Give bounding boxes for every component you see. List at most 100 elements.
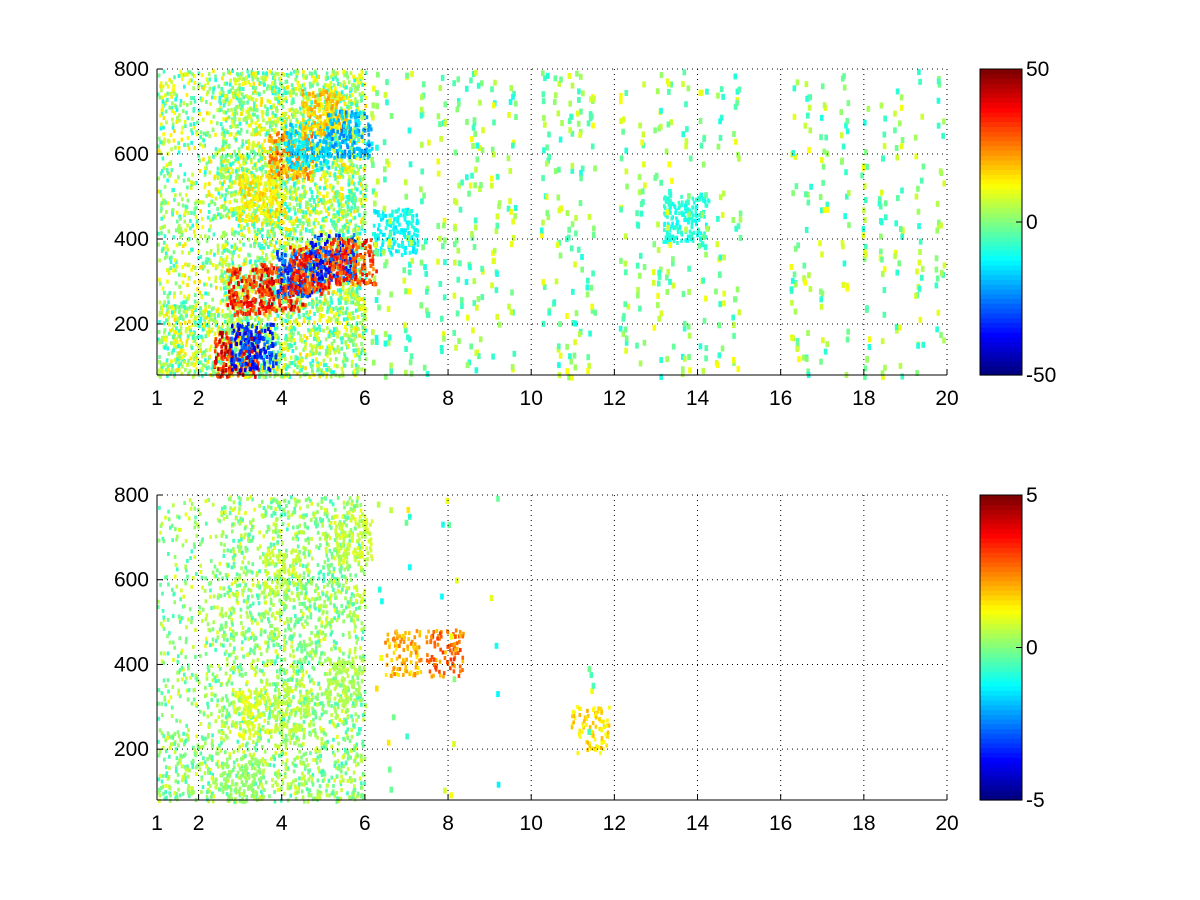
heatmap-cell (326, 306, 330, 311)
heatmap-cell (229, 124, 232, 129)
heatmap-cell (240, 153, 243, 158)
heatmap-cell (298, 221, 302, 226)
heatmap-cell (241, 335, 245, 340)
heatmap-cell (335, 225, 338, 230)
heatmap-cell (257, 367, 261, 372)
heatmap-cell (252, 305, 256, 310)
heatmap-cell (342, 317, 346, 322)
heatmap-cell (231, 213, 234, 218)
heatmap-cell (165, 254, 169, 259)
heatmap-cell (344, 340, 347, 345)
heatmap-cell (361, 131, 364, 136)
heatmap-cell (314, 351, 317, 356)
heatmap-cell (288, 228, 291, 233)
heatmap-cell (324, 180, 327, 185)
heatmap-cell (265, 252, 268, 257)
heatmap-cell (327, 348, 331, 353)
heatmap-cell (295, 216, 299, 221)
heatmap-cell (178, 192, 182, 197)
heatmap-cell (261, 368, 265, 373)
heatmap-cell (168, 256, 172, 261)
heatmap-cell (272, 350, 275, 355)
heatmap-cell (172, 348, 175, 353)
heatmap-cell (180, 72, 183, 77)
heatmap-cell (197, 313, 201, 318)
heatmap-cell (343, 165, 346, 170)
heatmap-cell (273, 127, 277, 132)
heatmap-cell (240, 92, 244, 97)
heatmap-cell (249, 307, 253, 312)
heatmap-cell (161, 95, 164, 100)
heatmap-cell (337, 164, 341, 169)
heatmap-cell (270, 120, 274, 125)
heatmap-cell (203, 321, 207, 326)
heatmap-cell (182, 317, 185, 322)
heatmap-cell (251, 357, 254, 362)
heatmap-cell (207, 320, 211, 325)
heatmap-cell (233, 135, 236, 140)
heatmap-cell (258, 289, 261, 294)
heatmap-cell (348, 197, 351, 202)
heatmap-cell (300, 367, 303, 372)
heatmap-cell (190, 96, 193, 101)
heatmap-cell (226, 153, 230, 158)
heatmap-cell (207, 313, 210, 318)
heatmap-cell (298, 204, 302, 209)
heatmap-cell (166, 279, 169, 284)
heatmap-cell (362, 246, 366, 251)
heatmap-cell (267, 314, 271, 319)
heatmap-cell (302, 306, 305, 311)
heatmap-cell (297, 135, 301, 140)
heatmap-cell (289, 129, 292, 134)
heatmap-cell (175, 219, 179, 224)
heatmap-cell (169, 160, 173, 165)
heatmap-cell (253, 242, 256, 247)
heatmap-cell (238, 316, 241, 321)
heatmap-cell (193, 336, 197, 341)
heatmap-cell (287, 364, 291, 369)
heatmap-cell (299, 357, 303, 362)
heatmap-cell (246, 292, 250, 297)
heatmap-cell (253, 354, 257, 359)
heatmap-cell (329, 101, 332, 106)
heatmap-cell (283, 119, 287, 124)
heatmap-cell (277, 364, 280, 369)
heatmap-cell (304, 214, 308, 219)
heatmap-cell (174, 281, 178, 286)
heatmap-cell (233, 198, 237, 203)
heatmap-cell (330, 90, 334, 95)
heatmap-cell (193, 80, 197, 85)
heatmap-cell (180, 371, 184, 376)
heatmap-cell (243, 359, 246, 364)
heatmap-cell (328, 243, 332, 248)
heatmap-cell (332, 307, 335, 312)
heatmap-cell (341, 281, 345, 286)
heatmap-cell (293, 231, 296, 236)
heatmap-cell (208, 134, 211, 139)
heatmap-cell (313, 207, 316, 212)
heatmap-cell (166, 374, 169, 379)
heatmap-cell (167, 367, 171, 372)
heatmap-cell (303, 317, 306, 322)
heatmap-cell (278, 352, 281, 357)
heatmap-cell (273, 326, 277, 331)
heatmap-cell (216, 250, 220, 255)
heatmap-cell (255, 233, 259, 238)
heatmap-cell (184, 72, 187, 77)
heatmap-cell (198, 279, 201, 284)
heatmap-cell (357, 181, 361, 186)
heatmap-cell (197, 360, 201, 365)
heatmap-cell (212, 114, 216, 119)
heatmap-cell (332, 207, 336, 212)
heatmap-cell (249, 330, 253, 335)
heatmap-cell (209, 102, 212, 107)
heatmap-cell (287, 169, 290, 174)
heatmap-cell (290, 101, 294, 106)
heatmap-cell (177, 310, 181, 315)
heatmap-cell (346, 229, 350, 234)
heatmap-cell (233, 207, 236, 212)
heatmap-cell (267, 327, 270, 332)
heatmap-cell (297, 294, 301, 299)
heatmap-cell (238, 82, 241, 87)
heatmap-cell (312, 75, 316, 80)
